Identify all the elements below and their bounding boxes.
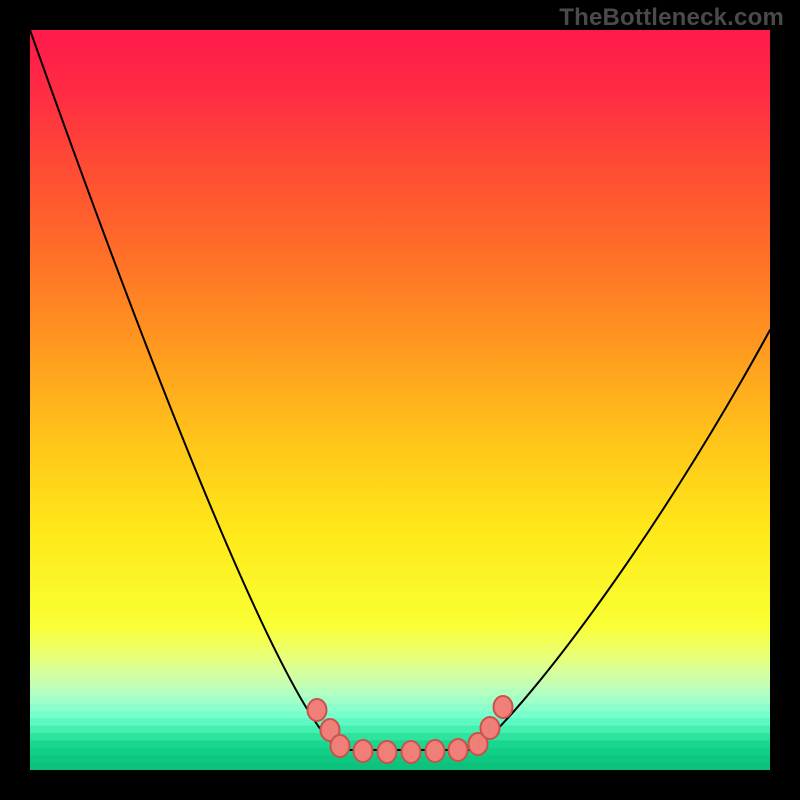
data-marker <box>354 740 373 762</box>
data-marker <box>426 740 445 762</box>
band-stripe <box>30 755 770 763</box>
band-stripe <box>30 740 770 748</box>
data-marker <box>449 739 468 761</box>
data-marker <box>378 741 397 763</box>
band-stripe <box>30 644 770 652</box>
plot-svg <box>30 30 770 770</box>
band-stripe <box>30 652 770 660</box>
data-marker <box>481 717 500 739</box>
plot-area <box>30 30 770 770</box>
band-stripe <box>30 696 770 704</box>
band-stripe <box>30 681 770 689</box>
band-stripe <box>30 674 770 682</box>
band-stripe <box>30 637 770 645</box>
band-stripe <box>30 726 770 734</box>
data-marker <box>308 699 327 721</box>
band-stripe <box>30 659 770 667</box>
band-stripe <box>30 763 770 770</box>
band-stripe <box>30 733 770 741</box>
band-stripe <box>30 703 770 711</box>
data-marker <box>331 735 350 757</box>
band-stripe <box>30 622 770 630</box>
band-stripe <box>30 666 770 674</box>
chart-canvas: TheBottleneck.com <box>0 0 800 800</box>
band-stripe <box>30 689 770 697</box>
lower-band-stripes <box>30 622 770 770</box>
data-marker <box>402 741 421 763</box>
band-stripe <box>30 711 770 719</box>
band-stripe <box>30 718 770 726</box>
band-stripe <box>30 629 770 637</box>
data-marker <box>494 696 513 718</box>
watermark-text: TheBottleneck.com <box>559 4 784 32</box>
